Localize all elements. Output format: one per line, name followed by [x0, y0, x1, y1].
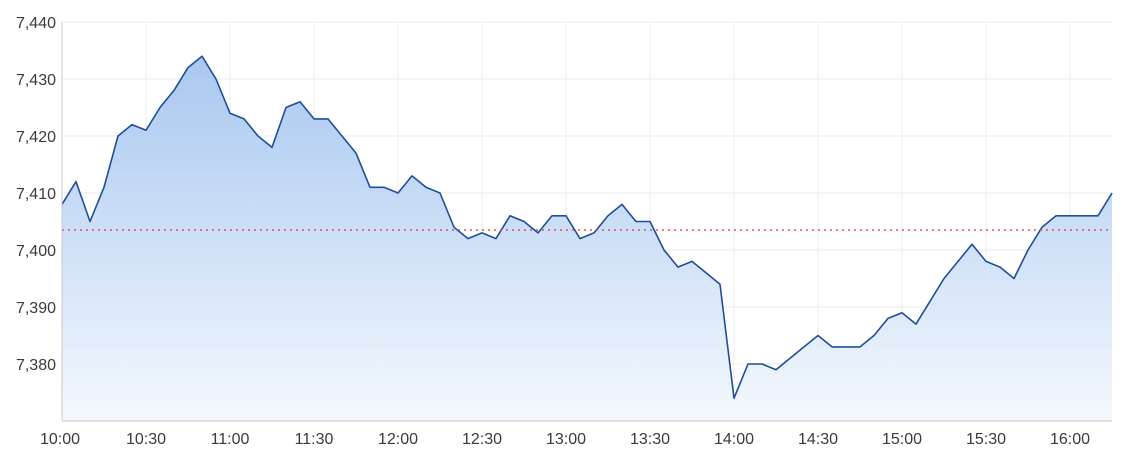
y-tick-label: 7,430: [16, 72, 56, 89]
area-fill: [62, 56, 1112, 421]
y-tick-label: 7,410: [16, 186, 56, 203]
x-tick-label: 11:30: [295, 431, 334, 448]
x-tick-label: 15:30: [966, 431, 1006, 448]
y-tick-labels: 7,440 7,430 7,420 7,410 7,400 7,390 7,380: [16, 15, 56, 374]
x-tick-label: 14:00: [714, 431, 754, 448]
x-tick-label: 11:00: [211, 431, 250, 448]
area-series: [61, 55, 1113, 421]
x-tick-label: 13:30: [630, 431, 670, 448]
axes: [61, 22, 1112, 422]
x-tick-label: 10:00: [40, 431, 80, 448]
x-tick-label: 14:30: [798, 431, 838, 448]
y-tick-label: 7,440: [16, 15, 56, 32]
y-tick-label: 7,400: [16, 243, 56, 260]
y-tick-label: 7,420: [16, 129, 56, 146]
x-tick-label: 12:30: [462, 431, 502, 448]
y-tick-label: 7,380: [16, 357, 56, 374]
x-tick-label: 10:30: [126, 431, 166, 448]
y-tick-label: 7,390: [16, 300, 56, 317]
x-tick-labels: 10:00 10:30 11:00 11:30 12:00 12:30 13:00 13:30…: [40, 431, 1090, 448]
x-tick-label: 12:00: [378, 431, 418, 448]
price-line: [61, 55, 1113, 399]
x-tick-label: 16:00: [1050, 431, 1090, 448]
x-tick-label: 15:00: [882, 431, 922, 448]
x-tick-label: 13:00: [546, 431, 586, 448]
